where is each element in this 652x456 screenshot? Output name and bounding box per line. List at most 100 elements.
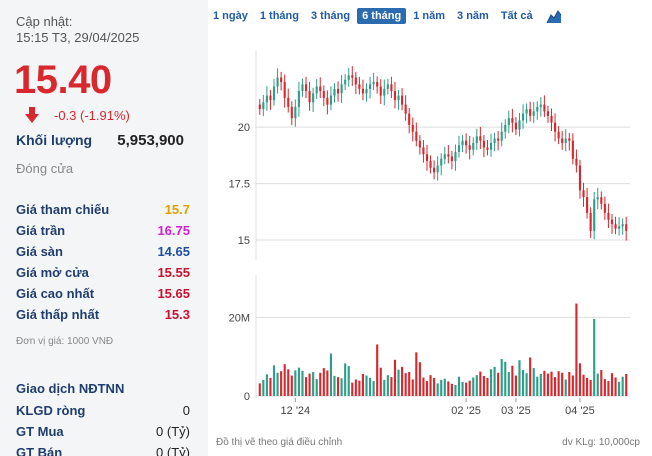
volume-bar [482, 375, 485, 396]
close-status: Đóng cửa [16, 161, 74, 176]
candle-body [422, 147, 425, 155]
candle-body [301, 84, 304, 92]
volume-bar [436, 383, 439, 396]
stat-label: Giá thấp nhất [16, 307, 100, 322]
volume-bar [297, 367, 300, 396]
candle-body [557, 131, 560, 139]
stat-row: Giá cao nhất 15.65 [16, 283, 190, 304]
foreign-row: GT Mua 0 (Tỷ) [16, 421, 190, 442]
tab-3-years[interactable]: 3 năm [457, 10, 489, 22]
tab-1-day[interactable]: 1 ngày [213, 10, 248, 22]
tab-1-year[interactable]: 1 năm [413, 10, 446, 22]
volume-bar [276, 372, 279, 396]
x-tick-label: 02 '25 [451, 405, 481, 417]
candle-body [329, 95, 332, 105]
candle-body [319, 86, 322, 92]
price-stats: Giá tham chiếu 15.7 Giá trần 16.75 Giá sàn… [16, 199, 190, 325]
volume-bar [433, 377, 436, 396]
updated-time: 15:15 T3, 29/04/2025 [16, 30, 140, 45]
volume-bar [326, 370, 329, 396]
foreign-value: 0 [182, 403, 190, 418]
candle-body [326, 97, 329, 105]
candle-body [365, 88, 368, 94]
volume-bar [532, 368, 535, 396]
volume-label: Khối lượng [16, 132, 93, 148]
candle-body [340, 84, 343, 94]
volume-bar [379, 367, 382, 396]
tab-all[interactable]: Tất cả [500, 10, 533, 22]
volume-bar [422, 377, 425, 396]
candle-body [308, 91, 311, 103]
candle-body [304, 84, 308, 92]
candle-body [561, 138, 564, 143]
candle-body [571, 140, 574, 159]
volume-bar [358, 380, 361, 396]
volume-bar [500, 359, 503, 396]
volume-bar [294, 370, 297, 396]
candle-body [265, 95, 268, 103]
tab-1-month[interactable]: 1 tháng [259, 10, 299, 22]
volume-bar [518, 360, 521, 396]
volume-bar [418, 362, 421, 396]
volume-bar [304, 377, 308, 396]
volume-bar [340, 378, 343, 396]
stat-row: Giá trần 16.75 [16, 220, 190, 241]
candle-body [440, 158, 443, 166]
price-change: -0.3 (-1.91%) [54, 107, 130, 123]
volume-bar [625, 373, 628, 396]
candle-body [425, 154, 429, 162]
candle-body [614, 224, 617, 229]
volume-bar [550, 371, 553, 396]
volume-bar [618, 381, 621, 396]
candle-body [418, 140, 421, 148]
volume-bar [465, 382, 468, 396]
stat-row: Giá sàn 14.65 [16, 241, 190, 262]
x-tick-label: 03 '25 [501, 405, 531, 417]
volume-bar [290, 375, 293, 396]
volume-bar [344, 363, 347, 396]
volume-bar [575, 303, 578, 396]
volume-bar [586, 377, 589, 396]
candle-body [379, 86, 382, 96]
volume-bar [561, 372, 564, 396]
foreign-row: KLGD ròng 0 [16, 400, 190, 421]
volume-bar [504, 361, 507, 396]
volume-bar [564, 379, 567, 396]
volume-bar [607, 381, 610, 396]
candle-body [600, 197, 603, 204]
volume-bar [351, 382, 354, 396]
volume-bar [429, 375, 432, 396]
stat-row: Giá thấp nhất 15.3 [16, 304, 190, 325]
candle-body [618, 226, 621, 229]
volume-bar [457, 376, 461, 396]
price-change-row: -0.3 (-1.91%) [24, 106, 130, 124]
tab-6-months[interactable]: 6 tháng [357, 8, 407, 24]
volume-bar [614, 377, 617, 396]
tab-3-months[interactable]: 3 tháng [310, 10, 351, 22]
volume-bar [354, 379, 357, 396]
candle-body [525, 109, 528, 114]
volume-bar [511, 365, 514, 396]
volume-bar [383, 379, 386, 396]
stat-label: Giá mở cửa [16, 265, 89, 280]
price-tick-label: 17.5 [229, 179, 250, 191]
candle-body [539, 104, 542, 107]
volume-bar [319, 372, 322, 396]
foreign-label: GT Bán [16, 445, 63, 456]
stat-label: Giá sàn [16, 244, 63, 259]
volume-unit-note: dv KLg: 10,000cp [562, 437, 640, 448]
candle-body [493, 138, 496, 143]
candle-body [500, 131, 503, 141]
volume-bar [447, 381, 450, 396]
volume-bar [568, 372, 571, 396]
volume-bar [361, 373, 365, 396]
volume-bar [258, 383, 261, 396]
chart-mountain-icon[interactable] [545, 8, 562, 24]
volume-bar [468, 380, 471, 396]
candle-body [475, 136, 478, 143]
candle-body [436, 165, 439, 173]
candle-body [287, 97, 290, 107]
foreign-row: GT Bán 0 (Tỷ) [16, 442, 190, 456]
volume-bar [514, 375, 517, 396]
